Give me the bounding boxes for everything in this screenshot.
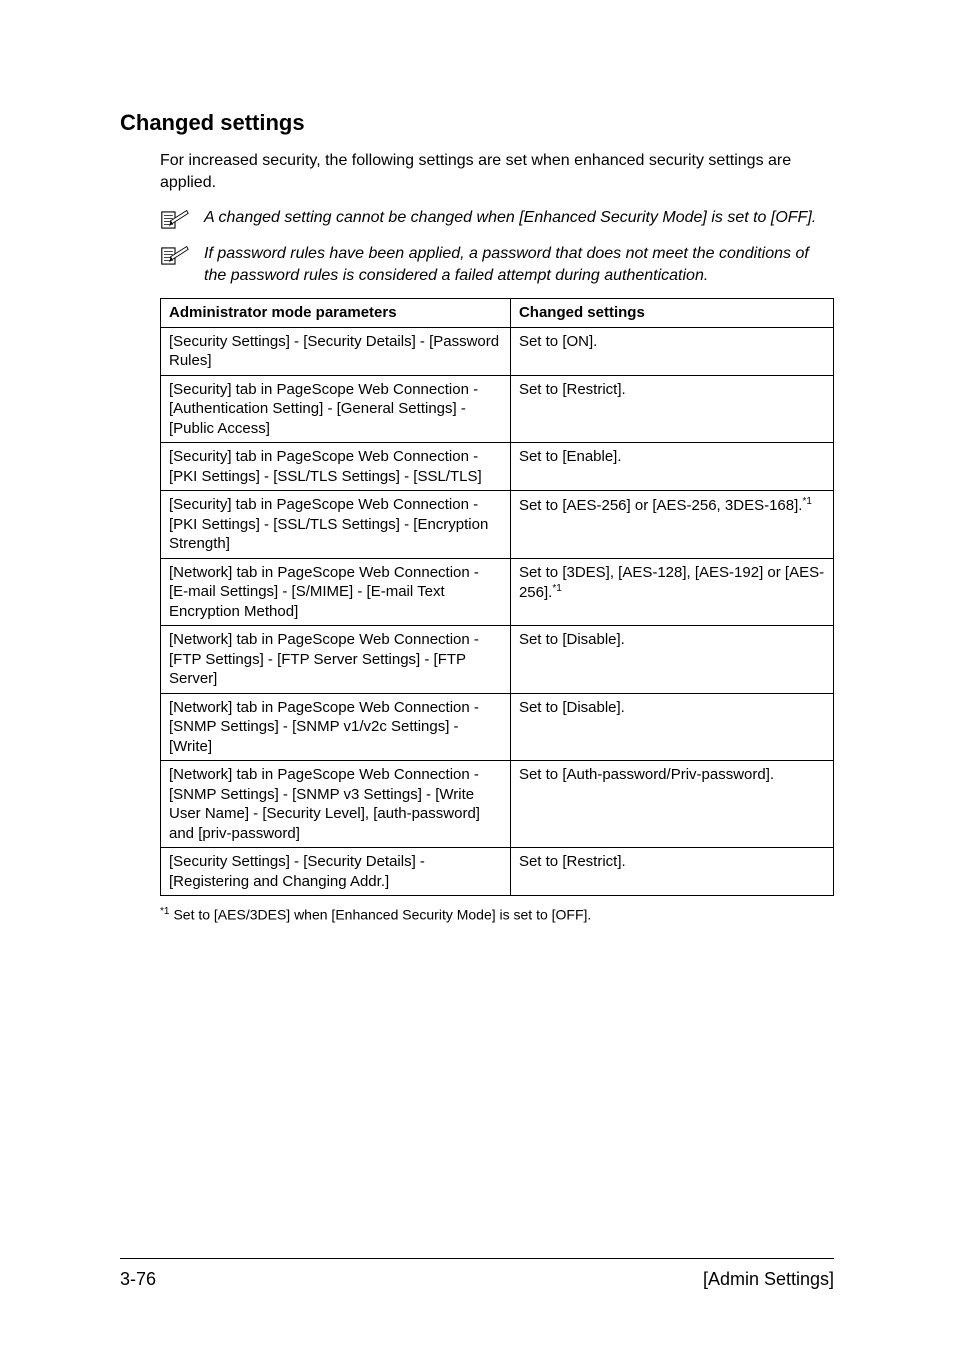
table-header-change: Changed settings [510, 299, 833, 328]
footnote-ref: *1 [552, 583, 561, 594]
note-text-1: A changed setting cannot be changed when… [200, 207, 834, 229]
table-row: [Network] tab in PageScope Web Connectio… [161, 558, 834, 626]
footnote-ref: *1 [802, 496, 811, 507]
table-cell-param: [Network] tab in PageScope Web Connectio… [161, 693, 511, 761]
table-header-param: Administrator mode parameters [161, 299, 511, 328]
table-row: [Security Settings] - [Security Details]… [161, 848, 834, 896]
table-header-row: Administrator mode parameters Changed se… [161, 299, 834, 328]
table-cell-param: [Security] tab in PageScope Web Connecti… [161, 375, 511, 443]
table-cell-change: Set to [Restrict]. [510, 375, 833, 443]
table-cell-param: [Security] tab in PageScope Web Connecti… [161, 491, 511, 559]
footnote-mark: *1 [160, 906, 169, 917]
table-row: [Network] tab in PageScope Web Connectio… [161, 626, 834, 694]
table-cell-param: [Security Settings] - [Security Details]… [161, 848, 511, 896]
document-page: Changed settings For increased security,… [0, 0, 954, 1350]
intro-paragraph: For increased security, the following se… [160, 150, 834, 193]
table-row: [Network] tab in PageScope Web Connectio… [161, 693, 834, 761]
table-cell-param: [Security Settings] - [Security Details]… [161, 327, 511, 375]
footnote: *1 Set to [AES/3DES] when [Enhanced Secur… [160, 906, 834, 923]
table-cell-change: Set to [Auth-password/Priv-password]. [510, 761, 833, 848]
table-cell-change: Set to [3DES], [AES-128], [AES-192] or [… [510, 558, 833, 626]
note-block-2: If password rules have been applied, a p… [160, 243, 834, 286]
table-cell-change: Set to [Disable]. [510, 693, 833, 761]
table-row: [Security] tab in PageScope Web Connecti… [161, 375, 834, 443]
section-title: Changed settings [120, 110, 834, 136]
table-cell-change: Set to [Disable]. [510, 626, 833, 694]
table-cell-param: [Security] tab in PageScope Web Connecti… [161, 443, 511, 491]
settings-table: Administrator mode parameters Changed se… [160, 298, 834, 896]
table-cell-change: Set to [ON]. [510, 327, 833, 375]
note-text-2: If password rules have been applied, a p… [200, 243, 834, 286]
page-footer: 3-76 [Admin Settings] [120, 1258, 834, 1290]
note-block-1: A changed setting cannot be changed when… [160, 207, 834, 231]
footer-section-label: [Admin Settings] [703, 1269, 834, 1290]
table-cell-change: Set to [AES-256] or [AES-256, 3DES-168].… [510, 491, 833, 559]
note-icon [160, 209, 190, 231]
table-cell-change: Set to [Restrict]. [510, 848, 833, 896]
table-cell-param: [Network] tab in PageScope Web Connectio… [161, 626, 511, 694]
table-cell-param: [Network] tab in PageScope Web Connectio… [161, 558, 511, 626]
table-cell-change: Set to [Enable]. [510, 443, 833, 491]
footnote-text: Set to [AES/3DES] when [Enhanced Securit… [173, 907, 591, 923]
page-number: 3-76 [120, 1269, 156, 1290]
table-row: [Security] tab in PageScope Web Connecti… [161, 491, 834, 559]
table-row: [Security Settings] - [Security Details]… [161, 327, 834, 375]
table-row: [Security] tab in PageScope Web Connecti… [161, 443, 834, 491]
note-icon [160, 245, 190, 267]
table-row: [Network] tab in PageScope Web Connectio… [161, 761, 834, 848]
table-cell-param: [Network] tab in PageScope Web Connectio… [161, 761, 511, 848]
